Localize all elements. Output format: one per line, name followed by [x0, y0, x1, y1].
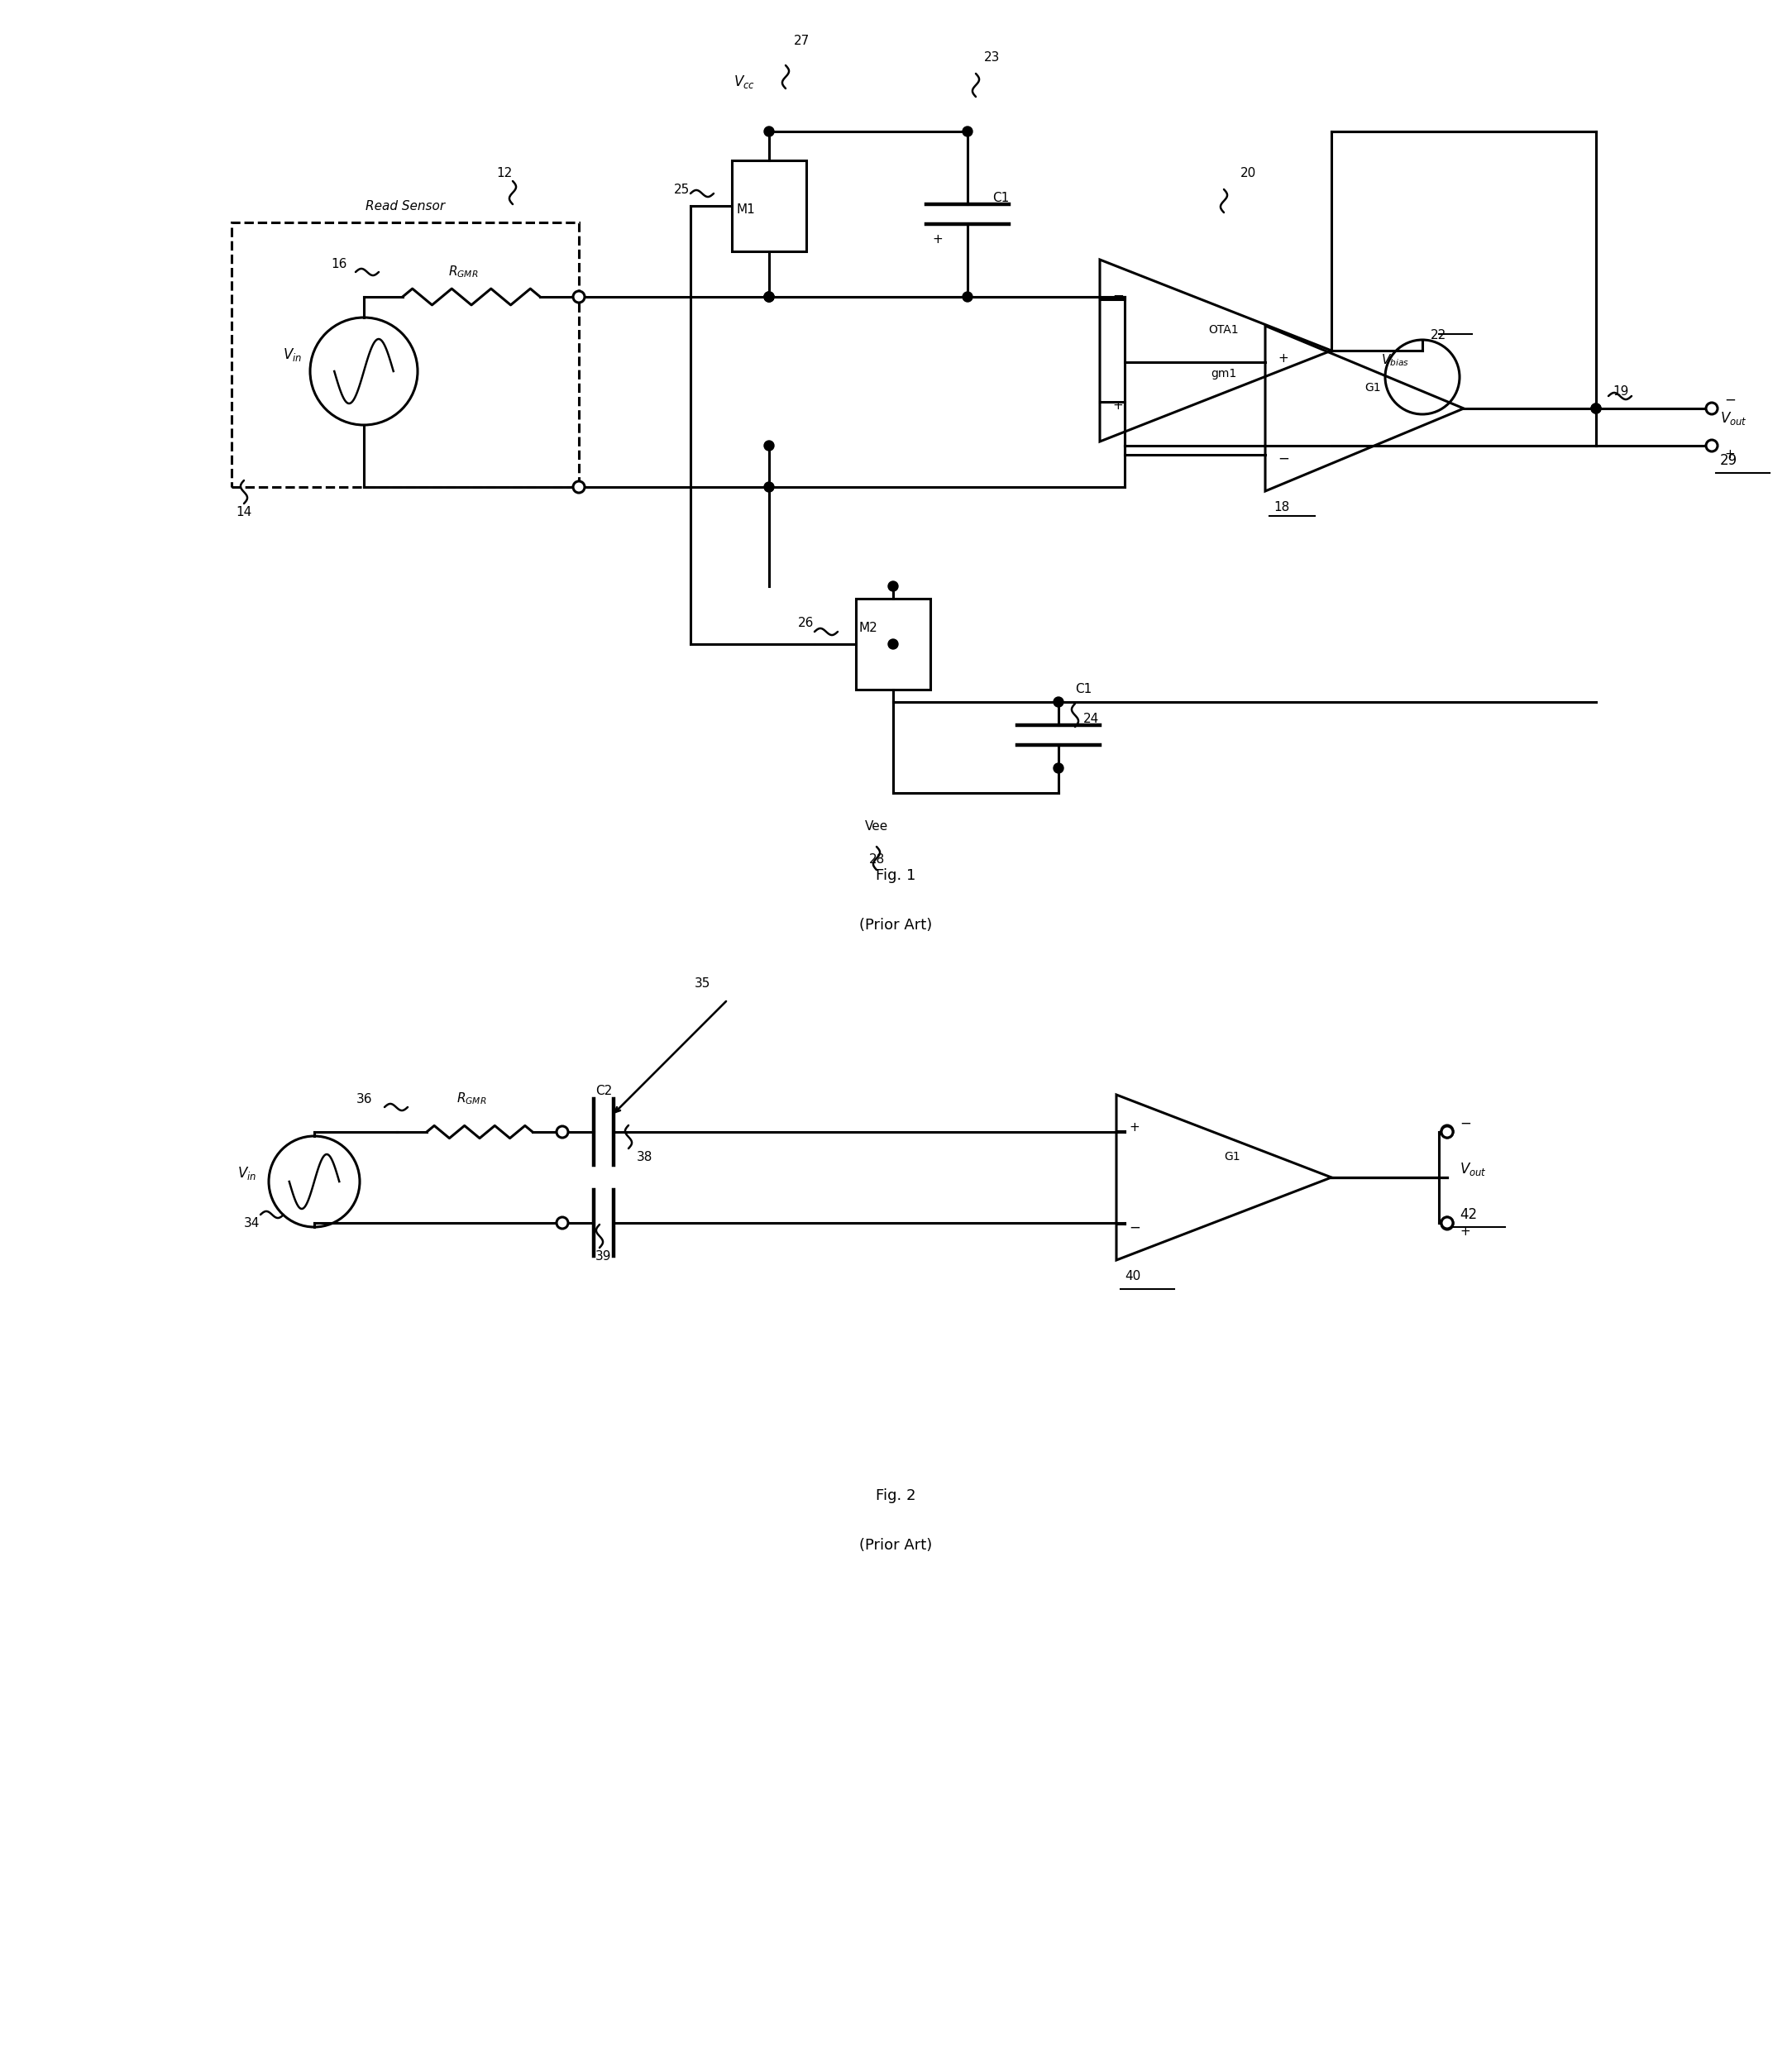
Text: $V_{bias}$: $V_{bias}$ [1382, 352, 1409, 368]
Text: +: + [1278, 352, 1288, 364]
Text: (Prior Art): (Prior Art) [860, 918, 932, 932]
Text: C1: C1 [1075, 683, 1091, 696]
Text: 22: 22 [1430, 329, 1446, 342]
Text: 29: 29 [1720, 453, 1738, 467]
Circle shape [889, 580, 898, 591]
Text: C2: C2 [595, 1085, 613, 1097]
Circle shape [1441, 1216, 1453, 1229]
Text: +: + [1113, 399, 1124, 412]
Circle shape [1591, 403, 1600, 414]
Text: $R_{GMR}$: $R_{GMR}$ [457, 1091, 486, 1107]
Circle shape [1706, 403, 1717, 414]
Text: G1: G1 [1224, 1150, 1240, 1163]
Text: 16: 16 [332, 257, 348, 270]
Text: $V_{cc}$: $V_{cc}$ [733, 74, 754, 91]
Text: $V_{in}$: $V_{in}$ [237, 1165, 256, 1181]
Circle shape [1441, 1126, 1453, 1138]
Circle shape [763, 292, 774, 303]
Text: Fig. 1: Fig. 1 [876, 868, 916, 883]
Circle shape [889, 640, 898, 648]
Text: +: + [1129, 1122, 1140, 1134]
Circle shape [1591, 403, 1600, 414]
Text: 28: 28 [869, 852, 885, 864]
Text: 20: 20 [1240, 167, 1256, 179]
Circle shape [1441, 1218, 1453, 1229]
Text: M1: M1 [737, 204, 754, 216]
Text: 27: 27 [794, 35, 810, 47]
Circle shape [573, 290, 584, 303]
Text: Read Sensor: Read Sensor [366, 200, 444, 212]
Text: −: − [1459, 1115, 1471, 1132]
Text: gm1: gm1 [1211, 368, 1236, 379]
Text: +: + [1724, 449, 1735, 461]
Circle shape [962, 126, 973, 136]
Circle shape [1441, 1126, 1453, 1136]
Text: +: + [932, 233, 943, 245]
Text: OTA1: OTA1 [1210, 323, 1238, 335]
Circle shape [1441, 1126, 1453, 1138]
Circle shape [1054, 698, 1063, 708]
Bar [731, 161, 806, 251]
Text: 25: 25 [674, 183, 690, 196]
Circle shape [763, 126, 774, 136]
Text: 36: 36 [357, 1093, 373, 1105]
Circle shape [557, 1216, 568, 1229]
Text: 40: 40 [1125, 1270, 1140, 1282]
Text: 23: 23 [984, 51, 1000, 64]
Text: Vee: Vee [866, 819, 889, 831]
Text: −: − [1113, 288, 1124, 303]
Text: −: − [1724, 393, 1736, 407]
Text: 18: 18 [1274, 502, 1290, 514]
Text: $V_{out}$: $V_{out}$ [1459, 1161, 1487, 1177]
Text: $R_{GMR}$: $R_{GMR}$ [448, 263, 478, 280]
Text: 14: 14 [237, 506, 251, 519]
Circle shape [1054, 764, 1063, 774]
Circle shape [557, 1126, 568, 1138]
Text: 24: 24 [1084, 712, 1098, 724]
Text: Fig. 2: Fig. 2 [876, 1488, 916, 1502]
Bar [857, 599, 930, 689]
Text: $V_{in}$: $V_{in}$ [283, 346, 301, 362]
Circle shape [763, 292, 774, 303]
Text: 38: 38 [636, 1150, 652, 1163]
Text: (Prior Art): (Prior Art) [860, 1537, 932, 1554]
Bar [231, 222, 579, 488]
Text: 12: 12 [496, 167, 513, 179]
Circle shape [573, 482, 584, 492]
Circle shape [1706, 440, 1717, 451]
Text: M2: M2 [858, 622, 878, 634]
Text: −: − [1278, 451, 1288, 467]
Text: G1: G1 [1366, 383, 1382, 393]
Text: 39: 39 [595, 1249, 611, 1262]
Text: C1: C1 [993, 191, 1009, 204]
Text: $V_{out}$: $V_{out}$ [1720, 410, 1747, 428]
Circle shape [763, 482, 774, 492]
Text: +: + [1459, 1225, 1469, 1237]
Circle shape [763, 292, 774, 303]
Text: 34: 34 [244, 1216, 260, 1229]
Text: 19: 19 [1613, 385, 1629, 397]
Circle shape [962, 292, 973, 303]
Text: 26: 26 [797, 617, 814, 630]
Text: 42: 42 [1459, 1208, 1477, 1222]
Text: 35: 35 [695, 978, 711, 990]
Text: −: − [1129, 1220, 1140, 1235]
Circle shape [763, 440, 774, 451]
Circle shape [1441, 1216, 1453, 1229]
